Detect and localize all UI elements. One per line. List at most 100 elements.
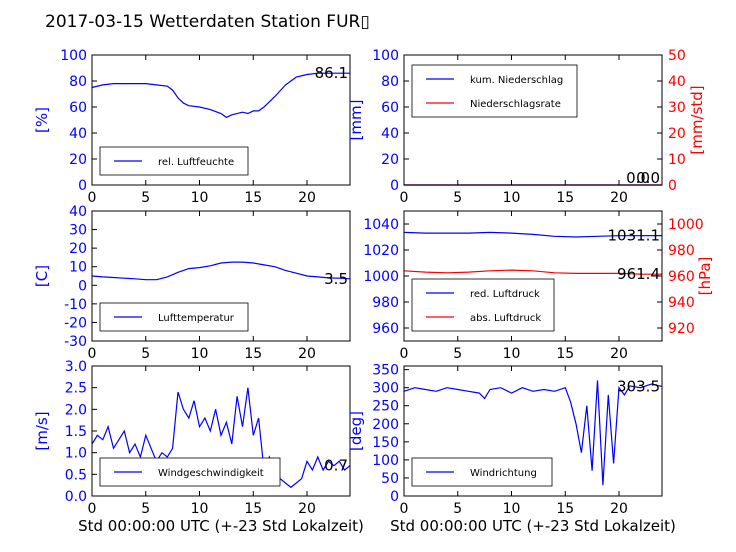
y-tick-label: -20 (64, 315, 87, 331)
y-tick-label: 100 (372, 48, 399, 64)
subplot-3: 0 5 10 15 20 -30 -20 -10 0 10 20 30 40 [C] Lufttempera… (33, 204, 351, 362)
y-tick-label: 40 (69, 126, 87, 142)
value-annotation: 0.7 (324, 457, 348, 475)
plot-frame (403, 365, 663, 497)
y-tick-label: 3.0 (65, 359, 87, 375)
y-tick-label: 0.0 (65, 489, 87, 505)
x-tick-label: 15 (556, 190, 574, 206)
y-axis-label: [hPa] (696, 257, 714, 296)
series-line-1 (403, 380, 663, 486)
x-tick-label: 15 (556, 501, 574, 517)
value-annotation: 303.5 (617, 377, 660, 395)
y-axis-label: [%] (33, 107, 51, 133)
y-tick-label: 980 (372, 295, 399, 311)
y-tick-label: 2.5 (65, 381, 87, 397)
x-tick-label: 0 (400, 346, 409, 362)
x-tick-label: 20 (610, 190, 628, 206)
legend-label: Windgeschwindigkeit (158, 468, 264, 479)
y-tick-label: 40 (69, 204, 87, 220)
legend-label: rel. Luftfeuchte (158, 157, 234, 168)
y-right-tick-label: 960 (668, 269, 695, 285)
value-annotation: 0.0 (636, 169, 660, 187)
x-axis-label-right: Std 00:00:00 UTC (+-23 Std Lokalzeit) (390, 517, 676, 535)
x-axis-label-left: Std 00:00:00 UTC (+-23 Std Lokalzeit) (78, 517, 364, 535)
subplot-6: 0 5 10 15 20050100150200250300350[deg]Windri… (347, 363, 663, 517)
x-tick-label: 5 (453, 190, 462, 206)
x-tick-label: 5 (141, 190, 150, 206)
y-tick-label: 300 (372, 381, 399, 397)
legend-label: Lufttemperatur (158, 313, 235, 324)
x-tick-label: 10 (191, 501, 209, 517)
x-tick-label: 10 (191, 190, 209, 206)
x-tick-label: 0 (88, 501, 97, 517)
y-right-tick-label: 10 (668, 152, 686, 168)
x-tick-label: 20 (298, 190, 316, 206)
value-annotation: 3.5 (324, 270, 348, 288)
y-tick-label: 1000 (363, 269, 399, 285)
y-tick-label: 150 (372, 435, 399, 451)
y-tick-label: 350 (372, 363, 399, 379)
subplot-5: 0 5 10 15 20 0.0 0.5 1.0 1.5 2.0 2.5 3.0 [m/s] Windge… (33, 359, 351, 517)
y-tick-label: 0 (390, 489, 399, 505)
x-tick-label: 0 (88, 346, 97, 362)
legend-label: Windrichtung (470, 468, 537, 479)
subplot-4: 0 5 10 15 20 960 980 1000 1020 1040 920 940 960 980 10… (363, 210, 714, 362)
y-axis-label-right: [mm/std] (688, 85, 706, 154)
value-annotation: 0.0 (626, 169, 650, 187)
y-tick-label: 20 (69, 152, 87, 168)
x-tick-label: 15 (244, 501, 262, 517)
x-tick-label: 10 (503, 190, 521, 206)
y-tick-label: 80 (69, 74, 87, 90)
series-line-1 (403, 231, 663, 238)
value-annotation: 961.4 (617, 265, 660, 283)
y-right-tick-label: 0 (668, 178, 677, 194)
x-tick-label: 0 (88, 190, 97, 206)
y-tick-label: 10 (69, 260, 87, 276)
y-right-tick-label: 30 (668, 100, 686, 116)
legend-box (411, 64, 578, 118)
y-tick-label: 1.5 (65, 424, 87, 440)
y-tick-label: 0 (390, 178, 399, 194)
x-tick-label: 15 (244, 346, 262, 362)
y-right-tick-label: 920 (668, 321, 695, 337)
subplot-1: 0 5 10 15 20 0 20 40 60 80 100 [%] rel. Luftfeuchte 8… (33, 48, 351, 206)
legend-label: abs. Luftdruck (470, 313, 541, 324)
x-tick-label: 15 (556, 346, 574, 362)
y-axis-label: [m/s] (33, 411, 51, 450)
series-line-2 (403, 269, 663, 275)
value-annotation: 86.1 (315, 64, 348, 82)
y-tick-label: 0.5 (65, 467, 87, 483)
value-annotation: 1031.1 (608, 227, 661, 245)
x-tick-label: 0 (400, 501, 409, 517)
y-tick-label: 20 (69, 241, 87, 257)
plot-frame (91, 210, 351, 342)
x-tick-label: 20 (610, 346, 628, 362)
x-tick-label: 5 (453, 346, 462, 362)
x-tick-label: 10 (503, 346, 521, 362)
y-axis-label: [deg] (347, 411, 365, 451)
x-tick-label: 15 (244, 190, 262, 206)
y-tick-label: 60 (381, 100, 399, 116)
y-tick-label: 100 (60, 48, 87, 64)
y-tick-label: 1020 (363, 243, 399, 259)
y-right-tick-label: 980 (668, 243, 695, 259)
y-tick-label: 30 (69, 223, 87, 239)
y-tick-label: -30 (64, 334, 87, 350)
legend-label: kum. Niederschlag (470, 75, 563, 86)
y-right-tick-label: 20 (668, 126, 686, 142)
y-tick-label: 1040 (363, 217, 399, 233)
legend-label: Niederschlagsrate (470, 99, 561, 110)
y-tick-label: 250 (372, 399, 399, 415)
x-tick-label: 5 (141, 501, 150, 517)
y-tick-label: 50 (381, 471, 399, 487)
series-line-1 (91, 387, 351, 489)
legend-label: red. Luftdruck (470, 289, 540, 300)
subplot-2: 0 5 10 15 20 0 20 40 60 80 100 0 10 20 30 40 50 [mm] [mm/s… (347, 48, 706, 206)
plot-frame (403, 54, 663, 186)
x-tick-label: 10 (503, 501, 521, 517)
y-tick-label: 0 (78, 278, 87, 294)
x-tick-label: 0 (400, 190, 409, 206)
